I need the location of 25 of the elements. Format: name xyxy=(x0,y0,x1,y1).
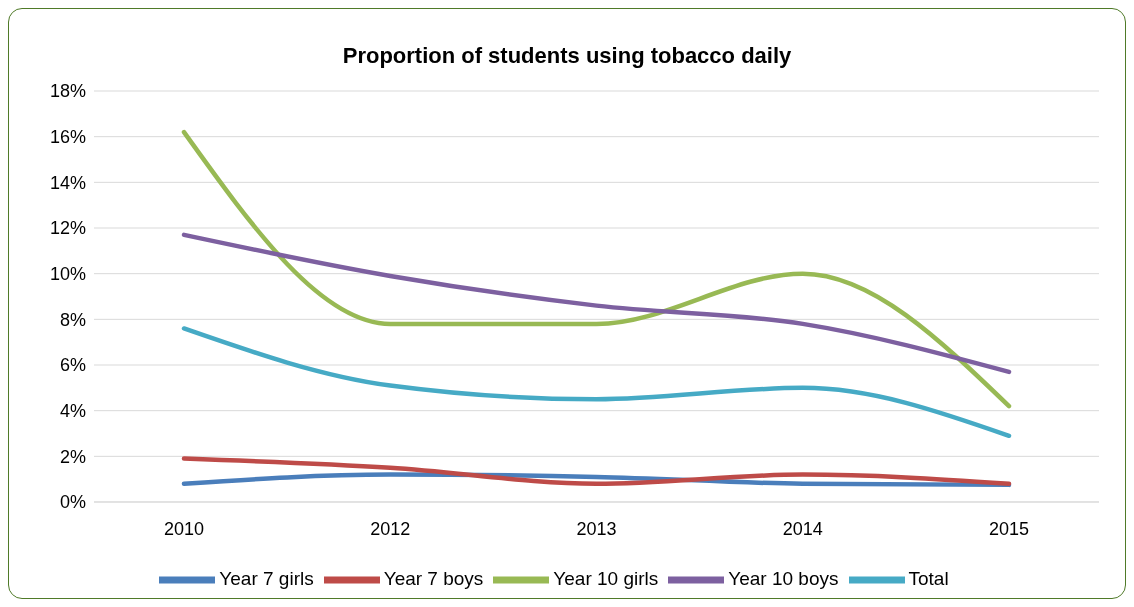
legend-label: Year 7 boys xyxy=(383,568,484,590)
line-series xyxy=(181,326,1012,439)
y-tick-label: 14% xyxy=(49,172,86,193)
y-tick-label: 2% xyxy=(59,446,86,467)
y-tick-label: 0% xyxy=(59,492,86,513)
chart-title: Proportion of students using tobacco daily xyxy=(341,43,793,70)
x-tick-label: 2012 xyxy=(370,518,411,539)
y-tick-label: 4% xyxy=(59,401,86,422)
y-tick-label: 6% xyxy=(59,355,86,376)
y-tick-label: 18% xyxy=(49,81,86,102)
line-series xyxy=(181,129,1012,409)
legend-label: Year 10 boys xyxy=(728,568,839,590)
y-tick-label: 8% xyxy=(59,309,86,330)
x-tick-label: 2013 xyxy=(576,518,617,539)
line-series xyxy=(181,232,1012,375)
legend-label: Year 7 girls xyxy=(219,568,314,590)
y-tick-label: 12% xyxy=(49,218,86,239)
x-tick-label: 2015 xyxy=(988,518,1030,539)
y-tick-label: 16% xyxy=(49,127,86,148)
legend-label: Total xyxy=(908,568,949,590)
x-tick-label: 2010 xyxy=(163,518,205,539)
y-tick-label: 10% xyxy=(49,264,86,285)
x-tick-label: 2014 xyxy=(782,518,823,539)
legend-label: Year 10 girls xyxy=(553,568,659,590)
line-series xyxy=(181,456,1012,486)
